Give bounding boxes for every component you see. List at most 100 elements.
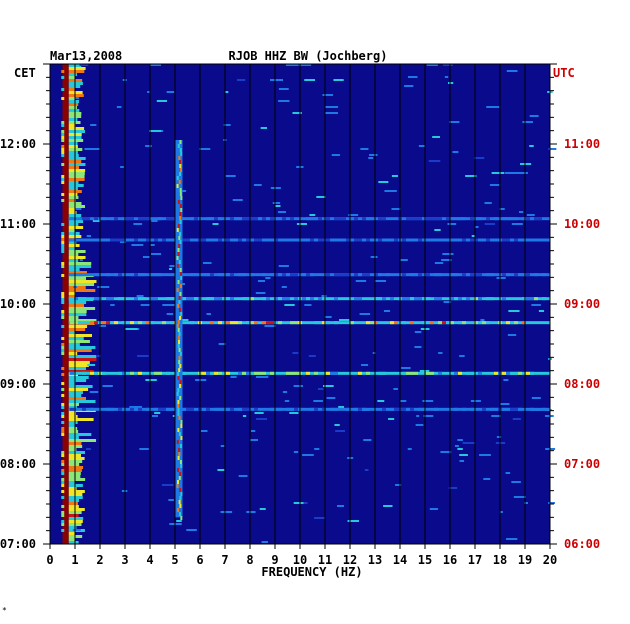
noise-speckle <box>529 115 539 117</box>
noise-speckle <box>237 79 246 81</box>
low-frequency-speckle <box>61 505 65 508</box>
event-line-segment <box>410 321 414 325</box>
noise-speckle <box>293 451 299 453</box>
event-line-segment <box>282 217 286 221</box>
event-line-segment <box>134 273 138 277</box>
noise-speckle <box>223 124 231 126</box>
low-frequency-speckle <box>68 70 85 73</box>
low-frequency-speckle <box>68 130 86 133</box>
noise-speckle <box>388 418 395 420</box>
event-line-segment <box>270 407 274 411</box>
event-line-segment <box>314 321 318 325</box>
event-line-segment <box>202 238 206 242</box>
noise-speckle <box>364 469 369 471</box>
noise-speckle <box>278 265 289 267</box>
noise-speckle <box>79 259 83 261</box>
event-line-segment <box>434 273 438 277</box>
low-frequency-speckle <box>68 94 84 97</box>
event-line-segment <box>290 217 294 221</box>
event-line-segment <box>494 217 498 221</box>
event-line-segment <box>378 297 382 301</box>
event-line-segment <box>410 371 414 375</box>
noise-speckle <box>203 262 212 264</box>
event-line-segment <box>142 273 146 277</box>
event-line-segment <box>458 217 462 221</box>
vertical-feature-segment <box>177 200 180 204</box>
noise-speckle <box>120 166 124 168</box>
low-frequency-speckle <box>61 70 65 73</box>
event-line-segment <box>186 407 190 411</box>
event-line-segment <box>158 371 162 375</box>
low-frequency-speckle <box>68 88 76 91</box>
event-line-segment <box>522 297 526 301</box>
low-frequency-speckle <box>61 130 65 133</box>
noise-speckle <box>370 256 378 258</box>
vertical-feature-segment <box>179 316 182 320</box>
event-line-segment <box>346 407 350 411</box>
low-frequency-speckle <box>68 358 97 361</box>
x-tick-label: 6 <box>196 553 203 567</box>
noise-speckle <box>519 211 524 213</box>
event-line-segment <box>222 273 226 277</box>
event-line-segment <box>462 407 466 411</box>
event-line-segment <box>210 217 214 221</box>
event-line-segment <box>138 407 142 411</box>
event-line-segment <box>138 273 142 277</box>
event-line-segment <box>418 407 422 411</box>
vertical-feature-segment <box>177 344 180 348</box>
event-line-segment <box>130 407 134 411</box>
noise-speckle <box>156 100 167 102</box>
noise-speckle <box>459 355 465 357</box>
noise-speckle <box>511 481 521 483</box>
low-frequency-speckle <box>68 307 96 310</box>
event-line-segment <box>274 273 278 277</box>
noise-speckle <box>75 97 80 99</box>
event-line-segment <box>510 217 514 221</box>
low-frequency-speckle <box>68 310 87 313</box>
event-line-segment <box>182 407 186 411</box>
event-line-segment <box>366 321 370 325</box>
event-line-segment <box>118 297 122 301</box>
low-frequency-speckle <box>68 334 93 337</box>
low-frequency-speckle <box>68 286 86 289</box>
noise-speckle <box>251 430 256 432</box>
noise-speckle <box>363 439 372 441</box>
event-line-segment <box>294 407 298 411</box>
low-frequency-speckle <box>68 268 80 271</box>
low-frequency-speckle <box>68 127 85 130</box>
noise-speckle <box>145 379 157 381</box>
low-frequency-speckle <box>68 337 84 340</box>
low-frequency-speckle <box>68 91 83 94</box>
event-line-segment <box>502 238 506 242</box>
event-line-segment <box>354 217 358 221</box>
low-frequency-speckle <box>68 265 92 268</box>
event-line-segment <box>290 238 294 242</box>
low-frequency-speckle <box>61 478 65 481</box>
event-line-segment <box>486 238 490 242</box>
grid-lines <box>49 63 551 545</box>
x-tick-label: 4 <box>146 553 153 567</box>
noise-speckle <box>333 79 344 81</box>
vertical-feature-segment <box>177 224 180 228</box>
low-frequency-speckle <box>68 532 76 535</box>
low-frequency-speckle <box>68 382 76 385</box>
noise-speckle <box>133 223 143 225</box>
low-frequency-speckle <box>68 187 78 190</box>
event-line-segment <box>362 407 366 411</box>
event-line-segment <box>82 407 86 411</box>
event-line-segment <box>218 371 222 375</box>
event-line-segment <box>506 238 510 242</box>
event-line-segment <box>346 238 350 242</box>
event-line-segment <box>466 371 470 375</box>
event-line-segment <box>330 407 334 411</box>
event-line-segment <box>222 297 226 301</box>
noise-speckle <box>224 91 229 93</box>
low-frequency-speckle <box>68 502 78 505</box>
noise-speckle <box>264 325 276 327</box>
low-frequency-speckle <box>61 241 65 244</box>
event-line-segment <box>74 321 78 325</box>
noise-speckle <box>129 406 143 408</box>
noise-speckle <box>369 154 378 156</box>
noise-speckle <box>168 499 174 501</box>
low-frequency-speckle <box>68 520 83 523</box>
